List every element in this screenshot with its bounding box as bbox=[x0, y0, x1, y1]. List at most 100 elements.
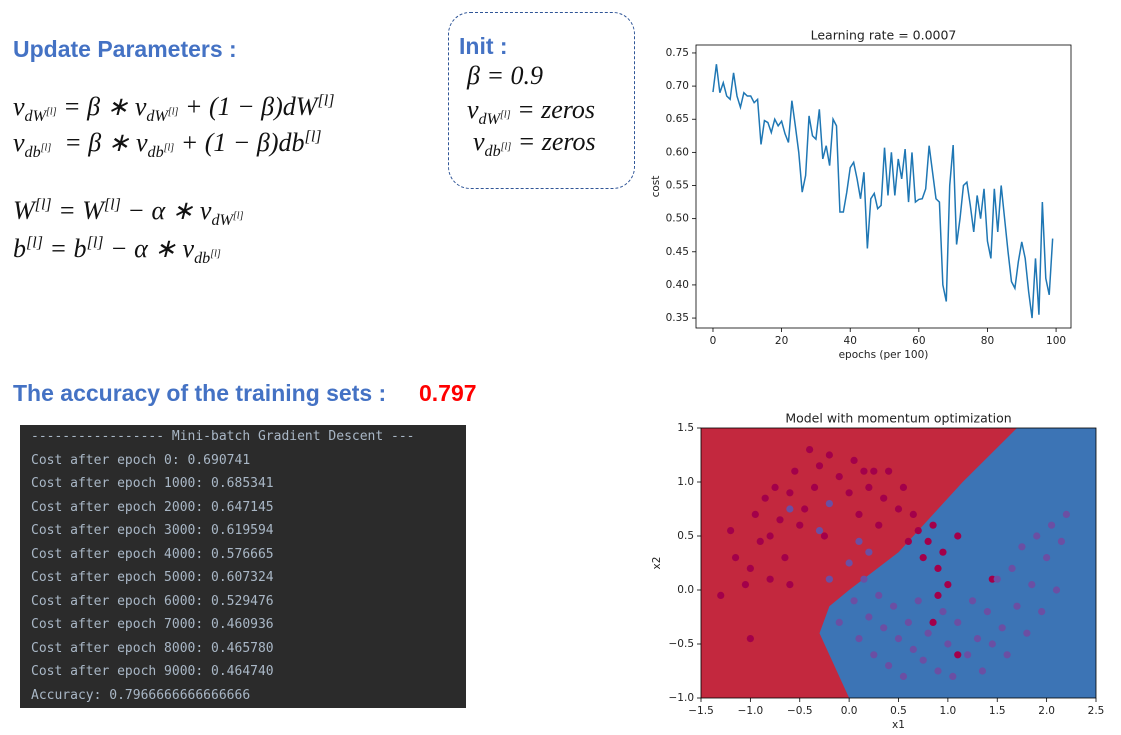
cost-line bbox=[712, 64, 1054, 319]
math-text: = zeros bbox=[510, 95, 596, 124]
math-text: = zeros bbox=[511, 127, 596, 156]
subscript: db[l] bbox=[25, 143, 52, 161]
point bbox=[880, 494, 888, 502]
subscript: dW[l] bbox=[146, 106, 179, 125]
math-text: dW bbox=[211, 212, 233, 230]
math-text: [l] bbox=[304, 128, 322, 146]
point bbox=[1038, 608, 1046, 616]
math-text: [l] bbox=[167, 106, 179, 118]
y-axis-label: cost bbox=[650, 176, 662, 198]
math-text: b bbox=[13, 234, 26, 263]
subscript: db[l] bbox=[485, 142, 512, 160]
console-line: ----------------- Mini-batch Gradient De… bbox=[31, 429, 415, 444]
math-text: [l] bbox=[86, 234, 104, 252]
x-tick-label: 20 bbox=[775, 335, 788, 347]
x-tick-label: 1.5 bbox=[989, 705, 1006, 717]
point bbox=[978, 667, 987, 675]
superscript: [l] bbox=[104, 196, 121, 213]
math-text: [l] bbox=[232, 210, 244, 222]
math-text: [l] bbox=[103, 196, 121, 214]
superscript: [l] bbox=[210, 249, 221, 260]
console: ----------------- Mini-batch Gradient De… bbox=[20, 425, 466, 708]
point bbox=[865, 548, 873, 556]
point bbox=[904, 537, 912, 546]
formula: vdW[l] = β ∗ vdW[l] + (1 − β)dW[l] bbox=[13, 92, 334, 126]
x-tick-label: −1.5 bbox=[688, 705, 714, 717]
point bbox=[727, 527, 735, 535]
point bbox=[860, 467, 868, 475]
point bbox=[786, 581, 794, 589]
point bbox=[968, 597, 977, 605]
y-tick-label: 1.0 bbox=[677, 476, 694, 488]
console-line: Cost after epoch 2000: 0.647145 bbox=[31, 499, 274, 515]
point bbox=[939, 548, 947, 556]
math-text: = W bbox=[51, 196, 104, 225]
point bbox=[741, 581, 750, 589]
init-line: vdW[l] = zeros bbox=[467, 95, 595, 129]
point bbox=[731, 554, 740, 562]
math-text: β = 0.9 bbox=[467, 61, 543, 90]
chart-title: Model with momentum optimization bbox=[785, 411, 1011, 426]
superscript: [l] bbox=[500, 110, 511, 121]
y-tick-label: 0.60 bbox=[666, 146, 689, 158]
point bbox=[845, 489, 853, 497]
point bbox=[786, 489, 794, 497]
subscript: db[l] bbox=[148, 143, 175, 161]
math-text: [l] bbox=[500, 109, 511, 121]
point bbox=[865, 613, 873, 621]
y-tick-label: 0.55 bbox=[666, 180, 689, 192]
point bbox=[717, 591, 725, 600]
console-line: Cost after epoch 6000: 0.529476 bbox=[31, 593, 274, 609]
y-tick-label: 0.50 bbox=[666, 213, 689, 225]
y-tick-label: 0.35 bbox=[666, 312, 689, 324]
x-axis-label: x1 bbox=[892, 719, 905, 731]
math-text: [l] bbox=[34, 196, 52, 214]
point bbox=[934, 564, 942, 573]
x-tick-label: 0 bbox=[710, 335, 717, 347]
formula: W[l] = W[l] − α ∗ vdW[l] bbox=[13, 196, 243, 230]
point bbox=[1033, 532, 1041, 540]
math-text: + (1 − β)dW bbox=[178, 92, 318, 121]
point bbox=[855, 537, 863, 546]
superscript: [l] bbox=[26, 234, 43, 251]
superscript: [l] bbox=[41, 143, 52, 154]
point bbox=[870, 651, 878, 659]
x-tick-label: 2.5 bbox=[1088, 705, 1105, 717]
point bbox=[1062, 510, 1070, 518]
math-text: = b bbox=[43, 234, 87, 263]
point bbox=[1043, 554, 1051, 562]
math-text: v bbox=[13, 92, 25, 121]
y-tick-label: 0.45 bbox=[666, 246, 689, 258]
point bbox=[801, 505, 809, 513]
point bbox=[909, 510, 917, 518]
math-text: + (1 − β)db bbox=[174, 128, 305, 157]
point bbox=[1057, 537, 1066, 546]
point bbox=[835, 618, 843, 627]
math-text: − α ∗ v bbox=[120, 196, 212, 225]
point bbox=[806, 446, 814, 454]
point bbox=[786, 505, 794, 513]
x-tick-label: −0.5 bbox=[787, 705, 813, 717]
point bbox=[929, 618, 937, 627]
point bbox=[1018, 543, 1026, 551]
point bbox=[934, 667, 942, 675]
init-line: β = 0.9 bbox=[467, 61, 543, 91]
point bbox=[919, 656, 927, 664]
y-tick-label: 0.5 bbox=[677, 530, 694, 542]
x-tick-label: 0.5 bbox=[890, 705, 907, 717]
console-line: Cost after epoch 4000: 0.576665 bbox=[31, 546, 274, 562]
math-text: W bbox=[13, 196, 35, 225]
point bbox=[894, 635, 903, 643]
point bbox=[919, 554, 927, 562]
x-tick-label: 2.0 bbox=[1038, 705, 1055, 717]
superscript: [l] bbox=[87, 234, 104, 251]
superscript: [l] bbox=[46, 107, 57, 118]
math-text: v bbox=[473, 127, 485, 156]
x-tick-label: 40 bbox=[844, 335, 857, 347]
point bbox=[850, 456, 858, 464]
console-line: Cost after epoch 3000: 0.619594 bbox=[31, 523, 274, 538]
point bbox=[880, 624, 888, 632]
formula: vdb[l] = β ∗ vdb[l] + (1 − β)db[l] bbox=[13, 128, 322, 162]
point bbox=[1023, 629, 1031, 637]
